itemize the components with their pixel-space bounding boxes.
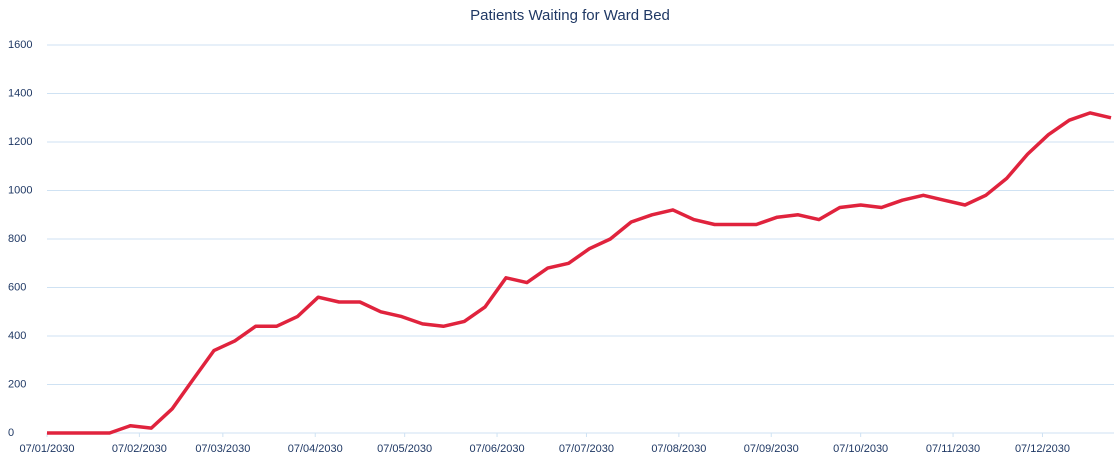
x-tick-label: 07/09/2030 [744, 443, 799, 455]
y-tick-label: 1000 [8, 184, 32, 196]
data-line [47, 111, 1112, 435]
x-tick-label: 07/01/2030 [19, 443, 74, 455]
x-tick-label: 07/04/2030 [288, 443, 343, 455]
x-tick-label: 07/03/2030 [195, 443, 250, 455]
y-tick-label: 1400 [8, 87, 32, 99]
y-tick-label: 1600 [8, 39, 32, 51]
chart-title: Patients Waiting for Ward Bed [470, 7, 670, 24]
x-tick-label: 07/07/2030 [559, 443, 614, 455]
y-tick-label: 600 [8, 281, 26, 293]
x-tick-label: 07/06/2030 [470, 443, 525, 455]
x-tick-label: 07/10/2030 [833, 443, 888, 455]
x-tick-label: 07/05/2030 [377, 443, 432, 455]
x-tick-label: 07/12/2030 [1015, 443, 1070, 455]
x-tick-label: 07/11/2030 [926, 443, 980, 455]
y-tick-label: 800 [8, 233, 26, 245]
x-tick-label: 07/08/2030 [651, 443, 706, 455]
y-tick-label: 1200 [8, 136, 32, 148]
y-tick-label: 400 [8, 330, 26, 342]
y-tick-label: 0 [8, 427, 14, 439]
y-tick-label: 200 [8, 378, 26, 390]
x-tick-label: 07/02/2030 [112, 443, 167, 455]
